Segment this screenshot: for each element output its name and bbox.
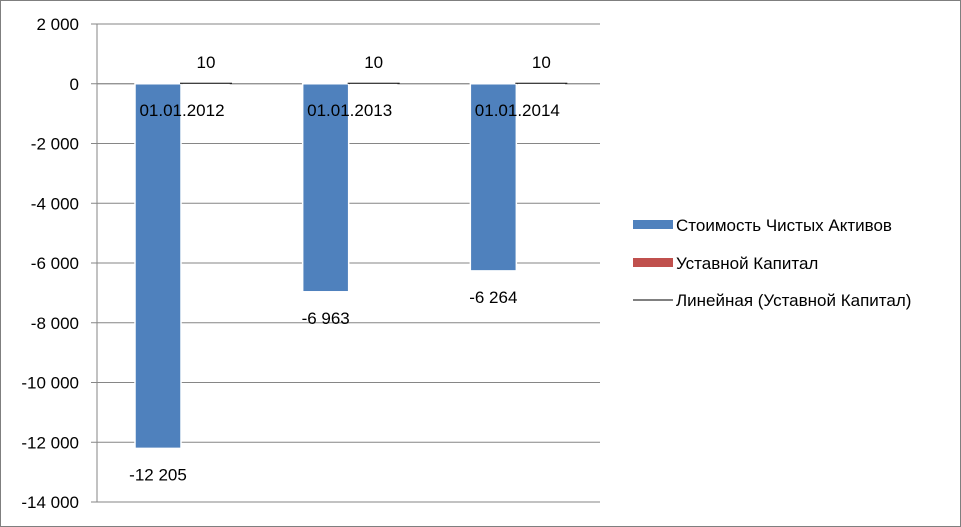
data-label-net-assets: -6 264 <box>469 288 517 307</box>
legend-swatch <box>633 220 673 229</box>
bar-net-assets <box>469 83 518 272</box>
y-axis-tick-labels: 2 000 0 -2 000 -4 000 -6 000 -8 000 -10 000 -12… <box>21 15 79 512</box>
data-label-charter-capital: 10 <box>364 53 383 72</box>
y-tick-label: 2 000 <box>36 15 79 34</box>
legend-label: Линейная (Уставной Капитал) <box>676 291 911 310</box>
legend-label: Уставной Капитал <box>676 254 818 273</box>
legend-swatch <box>633 258 673 267</box>
category-label: 01.01.2013 <box>307 101 392 120</box>
y-tick-label: -2 000 <box>31 135 79 154</box>
category-labels: 01.01.2012 01.01.2013 01.01.2014 <box>139 101 559 120</box>
legend-label: Стоимость Чистых Активов <box>676 216 892 235</box>
y-tick-label: -12 000 <box>21 433 79 452</box>
data-labels: -12 205 10 -6 963 10 -6 264 10 <box>129 53 551 485</box>
y-tick-label: -10 000 <box>21 374 79 393</box>
y-tick-label: 0 <box>70 75 79 94</box>
data-label-net-assets: -12 205 <box>129 465 187 484</box>
category-label: 01.01.2012 <box>139 101 224 120</box>
data-label-charter-capital: 10 <box>532 53 551 72</box>
data-label-net-assets: -6 963 <box>302 309 350 328</box>
y-tick-label: -6 000 <box>31 254 79 273</box>
legend: Стоимость Чистых Активов Уставной Капитал… <box>633 216 911 310</box>
bar-net-assets <box>134 83 182 450</box>
category-label: 01.01.2014 <box>475 101 560 120</box>
y-tick-label: -14 000 <box>21 493 79 512</box>
bars <box>134 82 568 450</box>
bar-net-assets <box>301 83 350 293</box>
y-tick-label: -8 000 <box>31 314 79 333</box>
data-label-charter-capital: 10 <box>197 53 216 72</box>
y-tick-label: -4 000 <box>31 194 79 213</box>
